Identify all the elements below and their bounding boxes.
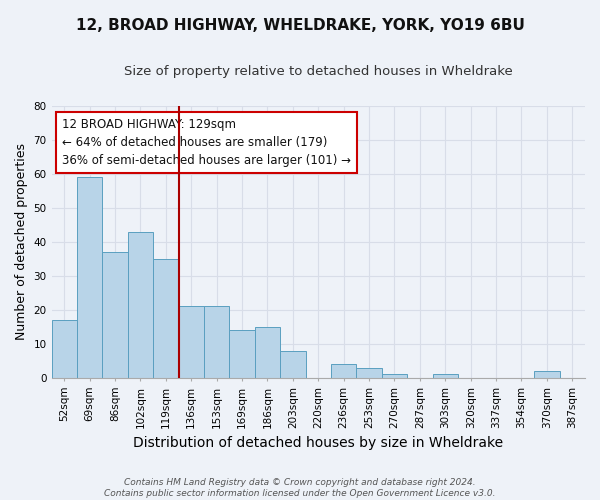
Bar (103, 252, 128, 378)
Bar (128, 232, 153, 378)
Bar (52, 320, 77, 378)
Bar (229, 330, 255, 378)
Y-axis label: Number of detached properties: Number of detached properties (15, 143, 28, 340)
Title: Size of property relative to detached houses in Wheldrake: Size of property relative to detached ho… (124, 65, 512, 78)
Bar (382, 374, 407, 378)
Text: 12 BROAD HIGHWAY: 129sqm
← 64% of detached houses are smaller (179)
36% of semi-: 12 BROAD HIGHWAY: 129sqm ← 64% of detach… (62, 118, 351, 167)
Bar (534, 371, 560, 378)
Bar (433, 374, 458, 378)
Bar (179, 306, 204, 378)
Text: 12, BROAD HIGHWAY, WHELDRAKE, YORK, YO19 6BU: 12, BROAD HIGHWAY, WHELDRAKE, YORK, YO19… (76, 18, 524, 32)
Bar (77, 177, 103, 378)
Bar (356, 368, 382, 378)
X-axis label: Distribution of detached houses by size in Wheldrake: Distribution of detached houses by size … (133, 436, 503, 450)
Bar (255, 327, 280, 378)
Bar (280, 350, 305, 378)
Text: Contains HM Land Registry data © Crown copyright and database right 2024.
Contai: Contains HM Land Registry data © Crown c… (104, 478, 496, 498)
Bar (204, 306, 229, 378)
Bar (331, 364, 356, 378)
Bar (153, 259, 179, 378)
